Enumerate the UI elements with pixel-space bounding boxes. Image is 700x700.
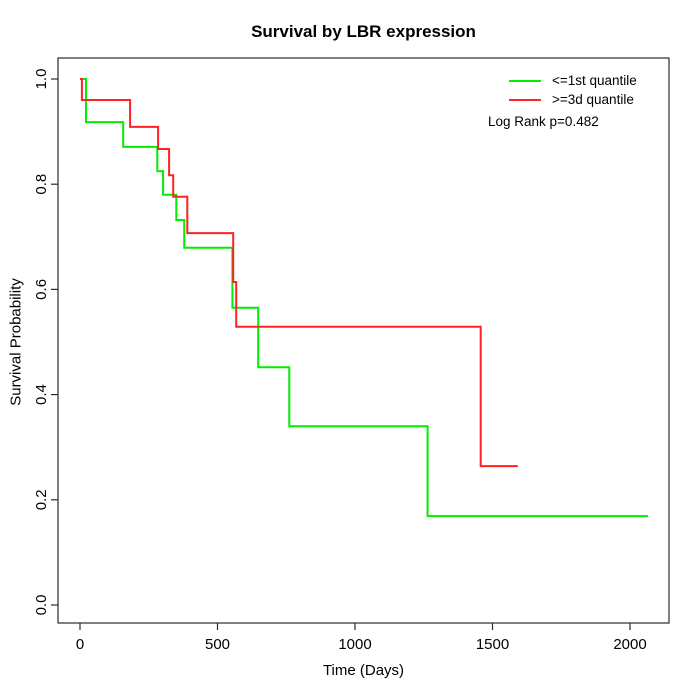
legend-item-first-quantile: <=1st quantile bbox=[488, 71, 637, 90]
x-tick-label: 0 bbox=[76, 636, 84, 653]
y-tick-label: 0.6 bbox=[33, 279, 50, 300]
x-axis-label: Time (Days) bbox=[322, 662, 405, 679]
legend-item-third-quantile: >=3d quantile bbox=[488, 90, 637, 109]
chart-title: Survival by LBR expression bbox=[251, 22, 476, 41]
legend-label-third-quantile: >=3d quantile bbox=[552, 92, 634, 107]
km-curve-first-quantile bbox=[80, 78, 648, 518]
legend: <=1st quantile >=3d quantile Log Rank p=… bbox=[488, 71, 637, 129]
legend-label-first-quantile: <=1st quantile bbox=[552, 73, 637, 88]
x-tick-label: 500 bbox=[205, 636, 230, 653]
y-tick-label: 1.0 bbox=[33, 69, 50, 90]
red-line-swatch bbox=[509, 98, 541, 101]
x-tick-label: 1500 bbox=[476, 636, 509, 653]
y-axis-label: Survival Probability bbox=[7, 278, 25, 406]
x-tick-label: 2000 bbox=[613, 636, 646, 653]
logrank-pvalue-text: Log Rank p=0.482 bbox=[488, 114, 599, 129]
green-line-swatch bbox=[509, 79, 541, 82]
km-curve-third-quantile bbox=[80, 78, 518, 468]
y-tick-label: 0.2 bbox=[33, 489, 50, 510]
y-tick-label: 0.4 bbox=[33, 384, 50, 405]
plot-box bbox=[57, 57, 670, 624]
x-tick-label: 1000 bbox=[338, 636, 371, 653]
y-tick-label: 0.8 bbox=[33, 174, 50, 195]
y-tick-label: 0.0 bbox=[33, 595, 50, 616]
